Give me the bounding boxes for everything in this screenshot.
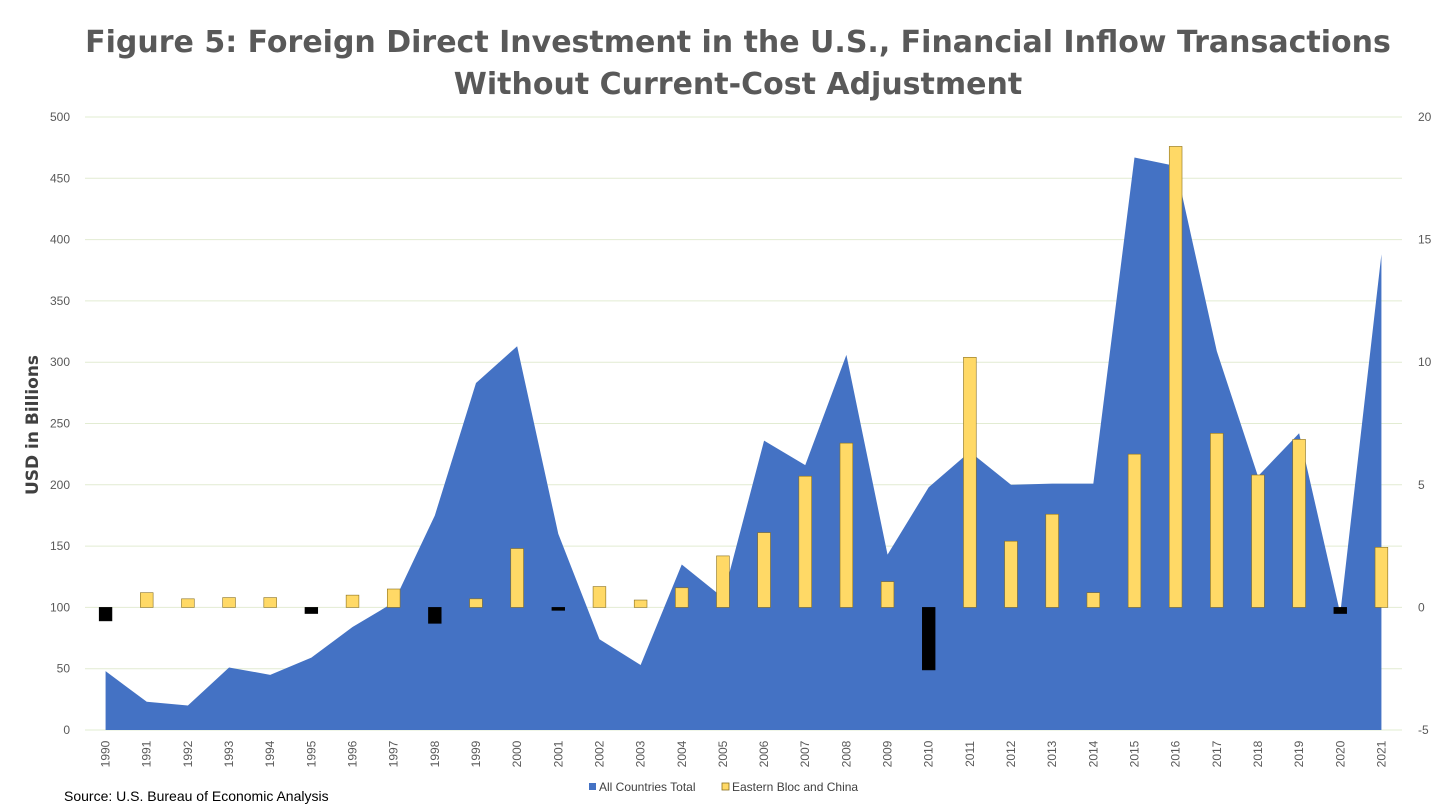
x-tick-label: 1998 (428, 740, 442, 767)
legend-label-eastern-bloc: Eastern Bloc and China (732, 780, 858, 794)
bar-eastern-bloc-1996 (345, 594, 360, 608)
bar-eastern-bloc-2001 (551, 607, 565, 611)
x-tick-label: 2001 (551, 740, 565, 767)
x-tick-label: 2012 (1004, 740, 1018, 767)
x-tick-label: 2013 (1045, 740, 1059, 767)
bar-eastern-bloc-1995 (304, 607, 319, 614)
bar-eastern-bloc-2006 (757, 532, 771, 608)
chart-title-line-1: Figure 5: Foreign Direct Investment in t… (85, 25, 1391, 60)
bar-eastern-bloc-2020 (1333, 607, 1347, 614)
bar-eastern-bloc-2012 (1004, 540, 1018, 608)
right-axis-ticks: -5 0 5 10 15 20 (1418, 110, 1432, 737)
bar-eastern-bloc-1998 (428, 607, 442, 624)
x-tick-label: 2020 (1333, 740, 1347, 767)
bar-eastern-bloc-1992 (181, 598, 195, 608)
area-series-layer (105, 157, 1382, 730)
y2-tick-label: 20 (1418, 110, 1432, 124)
bar-eastern-bloc-2002 (592, 586, 607, 608)
y-tick-label: 100 (50, 600, 70, 614)
y-axis-label: USD in Billions (23, 355, 43, 495)
bar-eastern-bloc-2014 (1086, 592, 1101, 608)
bar-eastern-bloc-2013 (1045, 513, 1059, 608)
x-tick-label: 1991 (140, 740, 154, 767)
bar-eastern-bloc-2009 (880, 581, 895, 608)
bar-eastern-bloc-1993 (222, 597, 236, 608)
x-tick-label: 2019 (1292, 740, 1306, 767)
legend: All Countries Total Eastern Bloc and Chi… (589, 780, 858, 794)
legend-label-all-countries: All Countries Total (599, 780, 696, 794)
x-tick-label: 2018 (1251, 740, 1265, 767)
y-tick-label: 50 (57, 662, 71, 676)
y2-tick-label: 0 (1418, 600, 1425, 614)
x-tick-label: 1992 (181, 740, 195, 767)
y2-tick-label: -5 (1418, 723, 1429, 737)
bar-eastern-bloc-2008 (839, 442, 854, 608)
y-tick-label: 450 (50, 171, 70, 185)
x-axis-ticks: 1990 1991 1992 1993 1994 1995 1996 1997 1998 1999… (99, 740, 1389, 767)
area-all-countries-total (105, 157, 1382, 730)
bar-eastern-bloc-2011 (963, 356, 977, 608)
x-tick-label: 2009 (881, 740, 895, 767)
x-tick-label: 1997 (387, 740, 401, 767)
x-tick-label: 2010 (922, 740, 936, 767)
y2-tick-label: 15 (1418, 233, 1432, 247)
source-note: Source: U.S. Bureau of Economic Analysis (64, 788, 329, 804)
bar-eastern-bloc-2010 (922, 607, 936, 671)
bar-eastern-bloc-1994 (263, 597, 277, 608)
x-tick-label: 2003 (634, 740, 648, 767)
x-tick-label: 2007 (798, 740, 812, 767)
bar-eastern-bloc-2016 (1168, 146, 1183, 608)
y-tick-label: 150 (50, 539, 70, 553)
bar-eastern-bloc-1991 (140, 592, 154, 608)
y2-tick-label: 5 (1418, 478, 1425, 492)
x-tick-label: 2006 (757, 740, 771, 767)
bar-eastern-bloc-2005 (716, 555, 730, 608)
x-tick-label: 2004 (675, 740, 689, 767)
bar-eastern-bloc-2003 (633, 599, 648, 608)
x-tick-label: 2005 (716, 740, 730, 767)
x-tick-label: 2017 (1210, 740, 1224, 767)
x-tick-label: 2002 (592, 740, 606, 767)
left-axis-ticks: 0 50 100 150 200 250 300 350 400 450 500 (50, 110, 70, 737)
x-tick-label: 1990 (99, 740, 113, 767)
bar-eastern-bloc-2019 (1292, 439, 1306, 608)
x-tick-label: 2000 (510, 740, 524, 767)
y2-tick-label: 10 (1418, 355, 1432, 369)
x-tick-label: 2014 (1086, 740, 1100, 767)
x-tick-label: 1999 (469, 740, 483, 767)
x-tick-label: 2016 (1169, 740, 1183, 767)
bar-eastern-bloc-1990 (98, 607, 113, 622)
bar-eastern-bloc-2018 (1251, 474, 1265, 608)
x-tick-label: 1994 (263, 740, 277, 767)
x-tick-label: 1995 (304, 740, 318, 767)
y-tick-label: 350 (50, 294, 70, 308)
bar-eastern-bloc-2017 (1210, 433, 1224, 608)
x-tick-label: 2011 (963, 741, 977, 767)
chart-title: Figure 5: Foreign Direct Investment in t… (0, 22, 1440, 106)
bar-eastern-bloc-1997 (386, 588, 401, 608)
x-tick-label: 1996 (346, 740, 360, 767)
bar-eastern-bloc-2000 (510, 548, 524, 608)
y-tick-label: 0 (63, 723, 70, 737)
bar-eastern-bloc-2021 (1374, 547, 1389, 608)
y-tick-label: 300 (50, 355, 70, 369)
bar-eastern-bloc-2004 (675, 587, 689, 608)
bar-series-layer (98, 146, 1389, 671)
bar-eastern-bloc-2007 (798, 475, 812, 608)
y-tick-label: 400 (50, 233, 70, 247)
x-tick-label: 2015 (1127, 740, 1141, 767)
x-tick-label: 2021 (1374, 740, 1388, 767)
legend-swatch-eastern-bloc (721, 782, 730, 791)
bar-eastern-bloc-1999 (469, 598, 483, 608)
x-tick-label: 2008 (839, 740, 853, 767)
x-tick-label: 1993 (222, 740, 236, 767)
y-tick-label: 200 (50, 478, 70, 492)
y-tick-label: 250 (50, 417, 70, 431)
y-tick-label: 500 (50, 110, 70, 124)
bar-eastern-bloc-2015 (1127, 453, 1142, 608)
chart-subtitle: Without Current-Cost Adjustment (453, 67, 1023, 102)
legend-swatch-all-countries (589, 783, 596, 790)
